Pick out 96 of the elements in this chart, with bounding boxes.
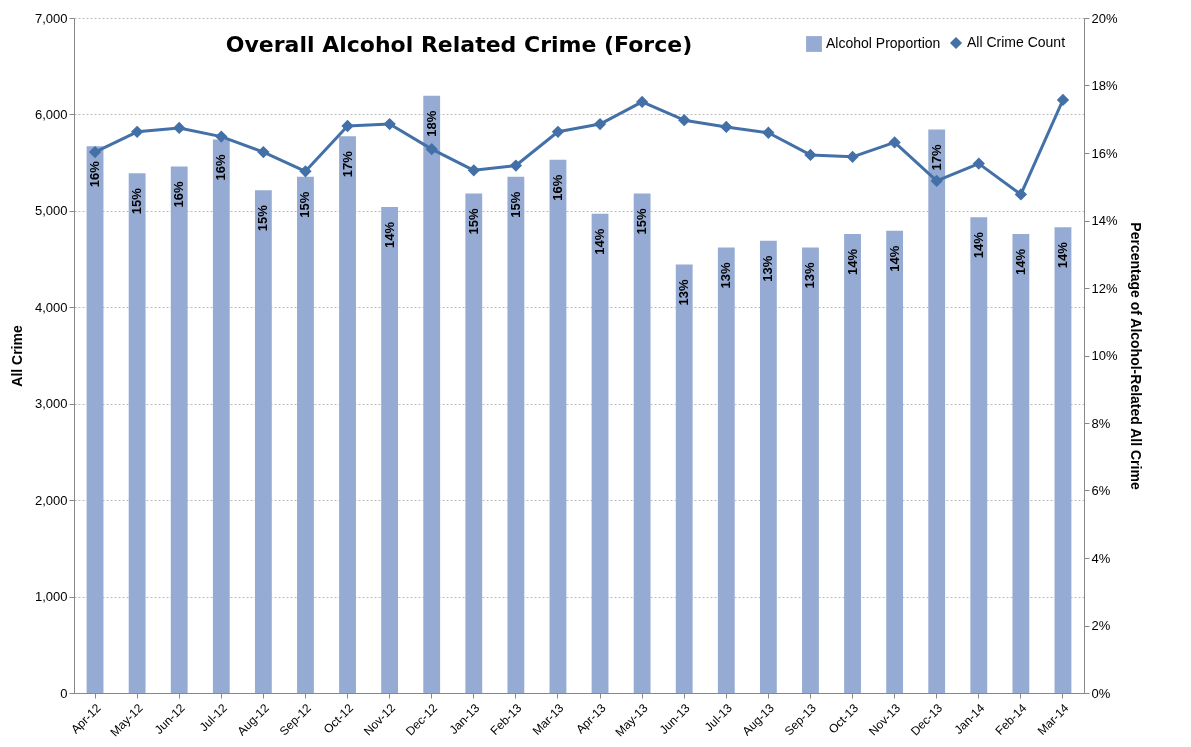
point <box>131 126 143 138</box>
point <box>215 130 228 143</box>
data-label: 16% <box>171 181 187 208</box>
data-label: 13% <box>718 262 734 289</box>
point <box>678 114 690 126</box>
point <box>888 136 901 149</box>
y-tick-label: 2,000 <box>34 492 68 508</box>
data-label: 15% <box>507 191 523 218</box>
data-label: 15% <box>465 208 481 235</box>
y2-tick-label: 18% <box>1091 78 1118 93</box>
y2-tick-label: 6% <box>1091 483 1111 498</box>
point <box>341 120 354 132</box>
data-label: 14% <box>970 231 986 259</box>
bar <box>802 247 819 693</box>
legend-label: All Crime Count <box>967 34 1066 50</box>
bar <box>759 240 777 693</box>
data-label: 14% <box>1054 241 1070 269</box>
point <box>762 127 775 139</box>
y2-tick-label: 8% <box>1091 415 1111 431</box>
point <box>383 118 396 130</box>
point <box>1015 188 1027 201</box>
point <box>299 165 312 178</box>
bar <box>928 129 946 693</box>
y2-tick-label: 10% <box>1091 348 1118 363</box>
point <box>804 149 817 161</box>
y2-tick-label: 12% <box>1091 280 1118 296</box>
data-label: 14% <box>844 248 860 276</box>
bar <box>254 190 272 693</box>
bar <box>170 166 188 693</box>
bar <box>675 264 693 693</box>
bar <box>423 95 441 693</box>
bar <box>970 217 988 693</box>
bar <box>212 139 230 693</box>
y-tick-label: 7,000 <box>34 10 68 26</box>
bar <box>128 173 146 693</box>
bar <box>549 159 567 693</box>
y2-tick-label: 0% <box>1091 685 1111 701</box>
point <box>257 146 270 158</box>
point <box>1057 94 1069 106</box>
bar <box>886 230 904 693</box>
point <box>594 118 606 130</box>
data-label: 15% <box>297 191 313 218</box>
y-tick-label: 3,000 <box>34 396 68 412</box>
bar <box>381 207 399 693</box>
data-label: 14% <box>592 228 608 255</box>
point <box>636 96 648 108</box>
data-label: 16% <box>549 174 565 201</box>
data-label: 14% <box>886 245 902 272</box>
point <box>973 157 985 170</box>
y2-tick-label: 20% <box>1091 10 1118 26</box>
y-tick-label: 6,000 <box>34 106 68 122</box>
y-axis-title: All Crime <box>8 325 25 387</box>
data-label: 15% <box>634 208 650 235</box>
data-label: 15% <box>129 187 145 215</box>
data-label: 17% <box>928 143 944 171</box>
data-label: 16% <box>87 160 103 188</box>
bar <box>297 176 314 693</box>
bar <box>1054 227 1072 693</box>
data-label: 13% <box>676 278 692 306</box>
y2-tick-label: 2% <box>1091 618 1111 633</box>
point <box>846 151 859 163</box>
bar <box>591 213 609 693</box>
point <box>173 122 185 134</box>
y2-tick-label: 4% <box>1091 550 1111 566</box>
bar <box>1012 234 1030 693</box>
bar <box>844 234 861 693</box>
point <box>552 126 564 138</box>
text: Overall Alcohol Related Crime (Force) <box>225 32 693 57</box>
y-tick-label: 4,000 <box>34 299 68 315</box>
point <box>930 175 943 187</box>
data-label: 13% <box>760 255 776 282</box>
bar <box>339 136 356 693</box>
y-tick-label: 0 <box>60 685 68 701</box>
bar <box>507 176 525 693</box>
y-tick-label: 1,000 <box>34 589 68 605</box>
data-label: 13% <box>802 262 818 289</box>
data-label: 15% <box>255 204 271 232</box>
data-label: 14% <box>1012 248 1028 276</box>
point <box>89 146 101 158</box>
bar <box>86 146 104 693</box>
legend-label: Alcohol Proportion <box>826 35 941 51</box>
data-label: 17% <box>339 150 355 178</box>
point <box>510 159 522 172</box>
y2-tick-label: 14% <box>1091 213 1118 228</box>
bar <box>633 193 651 693</box>
data-label: 14% <box>381 221 397 249</box>
y-tick-label: 5,000 <box>34 203 68 219</box>
data-label: 18% <box>423 110 439 137</box>
point <box>468 164 480 177</box>
bar <box>465 193 483 693</box>
point <box>425 143 438 155</box>
data-label: 16% <box>213 154 229 181</box>
point <box>720 121 733 133</box>
y2-tick-label: 16% <box>1091 145 1118 161</box>
bar <box>717 247 735 693</box>
y2-axis-title: Percentage of Alcohol-Related All Crime <box>1127 222 1144 490</box>
